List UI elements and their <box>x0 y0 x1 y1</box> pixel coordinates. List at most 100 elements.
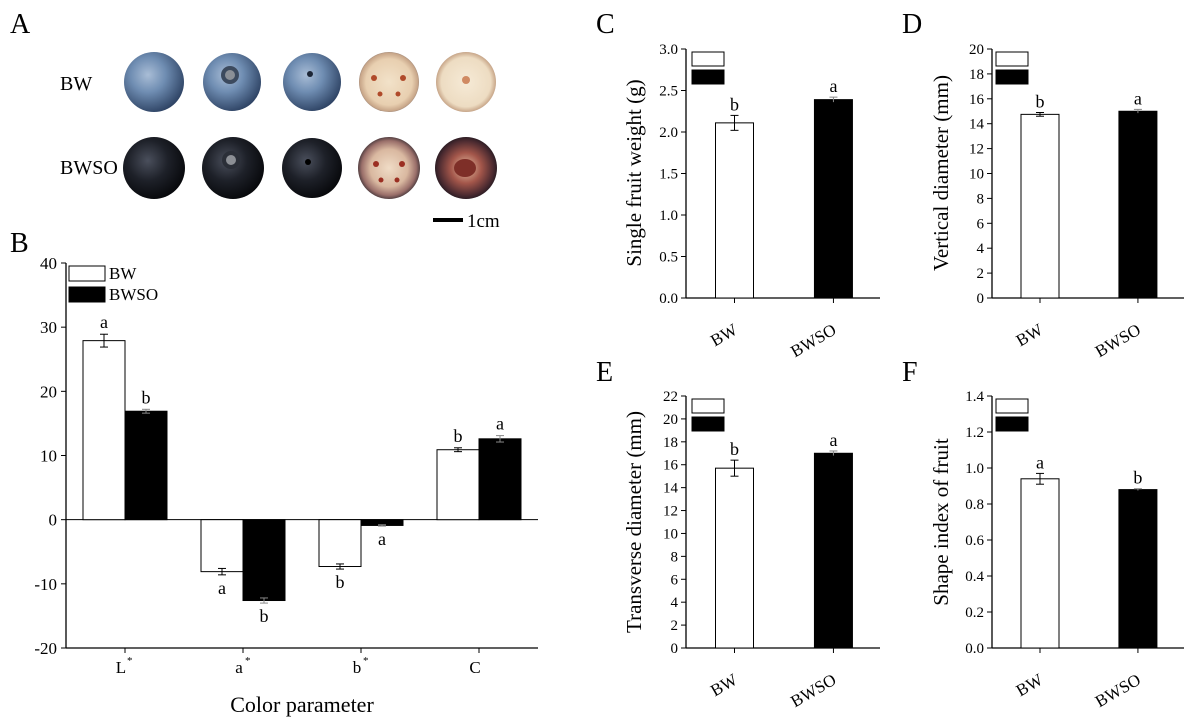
significance-letter: b <box>336 572 345 592</box>
significance-letter: b <box>1133 468 1142 488</box>
row-label-bwso: BWSO <box>60 157 118 179</box>
chart-panel-c: C 0.0 0.5 1.0 1.5 2.0 2.5 3.0 Single fruit weigh… <box>596 9 880 361</box>
bar-bw <box>200 519 244 573</box>
chart-panel-d: D 0 2 4 6 8 10 12 14 16 18 20 Vertical diameter (mm)… <box>902 9 1184 361</box>
panel-letter-c: C <box>596 9 615 40</box>
y-tick-label: -10 <box>34 575 57 594</box>
bar-bwso <box>124 410 168 521</box>
x-tick-label: L <box>116 658 126 677</box>
x-tick-superscript: * <box>245 655 251 667</box>
y-tick-label: 4 <box>977 241 985 257</box>
berry-bwso-stem-end <box>282 138 342 198</box>
x-axis-title: Color parameter <box>230 692 374 717</box>
y-tick-label: 2 <box>671 618 679 634</box>
y-tick-label: 18 <box>969 67 984 83</box>
x-tick-label: BWSO <box>1092 320 1144 361</box>
berry-photo-row-bw <box>124 52 496 112</box>
scale-bar-label: 1cm <box>467 211 500 232</box>
y-tick-label: 16 <box>663 458 679 474</box>
bar-bwso <box>1118 110 1158 299</box>
y-tick-label: 0.0 <box>965 641 984 657</box>
y-tick-label: 0 <box>671 641 679 657</box>
panel-letter-b: B <box>10 228 29 259</box>
berry-bwso-whole-side <box>123 137 185 199</box>
y-tick-label: 2.0 <box>659 125 678 141</box>
row-label-bw: BW <box>60 73 92 95</box>
berry-bwso-cross-section <box>358 137 420 199</box>
x-tick-superscript: * <box>363 655 369 667</box>
bar-bwso <box>1118 489 1158 649</box>
x-tick-label: BW <box>707 320 741 351</box>
berry-bw-longitudinal-section <box>436 52 496 112</box>
y-axis-title: Transverse diameter (mm) <box>622 411 646 633</box>
bar-bw <box>715 122 754 299</box>
y-tick-label: 0.5 <box>659 250 678 266</box>
y-tick-label: 40 <box>40 254 57 273</box>
berry-bw-calyx <box>203 53 261 111</box>
x-tick-label: BWSO <box>787 670 839 711</box>
y-tick-label: 3.0 <box>659 42 678 58</box>
legend-swatch-bw <box>68 265 106 282</box>
x-tick-label: b <box>353 658 362 677</box>
x-tick-label: BW <box>707 670 741 701</box>
y-tick-label: 0.6 <box>965 533 984 549</box>
y-tick-label: 0.2 <box>965 605 984 621</box>
y-tick-label: 1.4 <box>965 389 984 405</box>
chart-panel-e: E 0 2 4 6 8 10 12 14 16 18 20 22 Transverse diameter … <box>596 357 880 711</box>
significance-letter: b <box>1036 91 1045 111</box>
y-axis-title: Single fruit weight (g) <box>622 79 646 266</box>
bar-bw <box>82 340 126 521</box>
berry-photo-row-bwso <box>123 137 497 199</box>
legend-swatch-bwso <box>691 69 725 85</box>
y-tick-label: 0.8 <box>965 497 984 513</box>
legend-swatch-bw <box>691 398 725 414</box>
significance-letter: b <box>142 387 151 407</box>
bar-bw <box>436 449 480 521</box>
panel-letter-a: A <box>10 9 31 40</box>
significance-letter: a <box>1036 452 1044 472</box>
y-tick-label: 22 <box>663 389 678 405</box>
legend-swatch-bwso <box>691 416 725 432</box>
legend-label-bw: BW <box>109 264 137 283</box>
y-tick-label: 20 <box>969 42 984 58</box>
berry-bw-cross-section <box>359 52 419 112</box>
x-tick-label: BWSO <box>787 320 839 361</box>
y-tick-label: 0.0 <box>659 291 678 307</box>
significance-letter: b <box>730 94 739 114</box>
y-tick-label: 6 <box>977 216 985 232</box>
y-tick-label: 30 <box>40 318 57 337</box>
y-tick-label: 20 <box>40 382 57 401</box>
bar-bw <box>1020 113 1060 299</box>
y-axis-title: Vertical diameter (mm) <box>929 75 953 271</box>
y-tick-label: 2.5 <box>659 84 678 100</box>
y-tick-label: 1.0 <box>659 208 678 224</box>
y-tick-label: 14 <box>969 117 985 133</box>
y-tick-label: 10 <box>40 447 57 466</box>
bar-bwso <box>813 99 853 299</box>
y-tick-label: 10 <box>969 167 984 183</box>
bar-bw <box>715 467 754 649</box>
bar-bwso <box>478 438 522 521</box>
x-tick-label: BW <box>1013 670 1047 701</box>
bar-bw <box>1020 478 1060 649</box>
legend-swatch-bw <box>691 51 725 67</box>
panel-letter-f: F <box>902 357 918 388</box>
x-tick-superscript: * <box>127 655 133 667</box>
y-tick-label: 10 <box>663 526 678 542</box>
legend-swatch-bwso <box>995 69 1029 85</box>
significance-letter: b <box>260 606 269 626</box>
y-tick-label: 8 <box>671 549 679 565</box>
y-tick-label: 1.5 <box>659 167 678 183</box>
panel-letter-e: E <box>596 357 613 388</box>
y-tick-label: 0 <box>49 511 58 530</box>
y-tick-label: -20 <box>34 639 57 658</box>
bar-bwso <box>242 519 286 602</box>
x-tick-label: C <box>469 658 480 677</box>
y-tick-label: 14 <box>663 481 679 497</box>
y-tick-label: 12 <box>663 504 678 520</box>
y-tick-label: 4 <box>671 595 679 611</box>
bar-bw <box>318 519 362 568</box>
y-tick-label: 0 <box>977 291 985 307</box>
